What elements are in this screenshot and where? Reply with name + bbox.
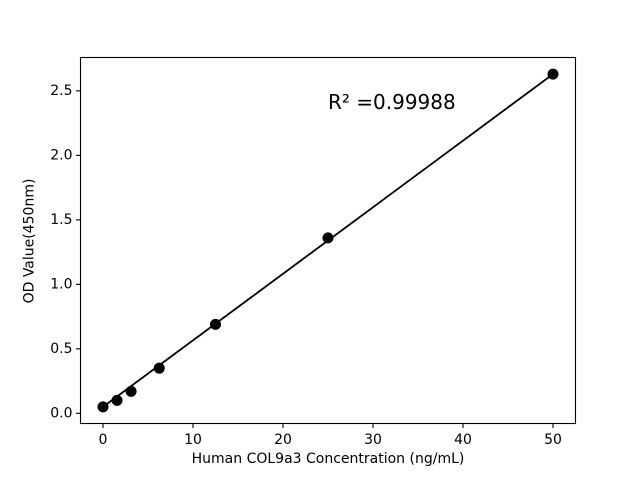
- x-tick-label: 20: [274, 432, 292, 448]
- r-squared-annotation: R² =0.99988: [328, 90, 456, 114]
- x-tick-label: 40: [454, 432, 472, 448]
- y-tick-label: 2.0: [50, 147, 72, 163]
- data-point: [547, 68, 559, 80]
- data-point: [322, 232, 334, 244]
- x-tick-label: 0: [99, 432, 108, 448]
- y-tick-label: 0.5: [50, 341, 72, 357]
- data-point: [97, 401, 109, 413]
- data-point: [111, 394, 123, 406]
- data-point: [125, 385, 137, 397]
- y-tick-label: 0.0: [50, 405, 72, 421]
- y-tick-label: 2.5: [50, 83, 72, 99]
- data-point: [153, 362, 165, 374]
- x-tick-label: 30: [364, 432, 382, 448]
- data-point: [210, 318, 221, 330]
- y-tick-label: 1.0: [50, 276, 72, 292]
- x-axis-label: Human COL9a3 Concentration (ng/mL): [191, 451, 465, 467]
- y-axis-label: OD Value(450nm): [21, 178, 38, 304]
- plot-frame: [79, 56, 577, 425]
- y-tick-label: 1.5: [50, 212, 72, 228]
- x-tick-label: 50: [544, 432, 562, 448]
- x-tick-label: 10: [184, 432, 202, 448]
